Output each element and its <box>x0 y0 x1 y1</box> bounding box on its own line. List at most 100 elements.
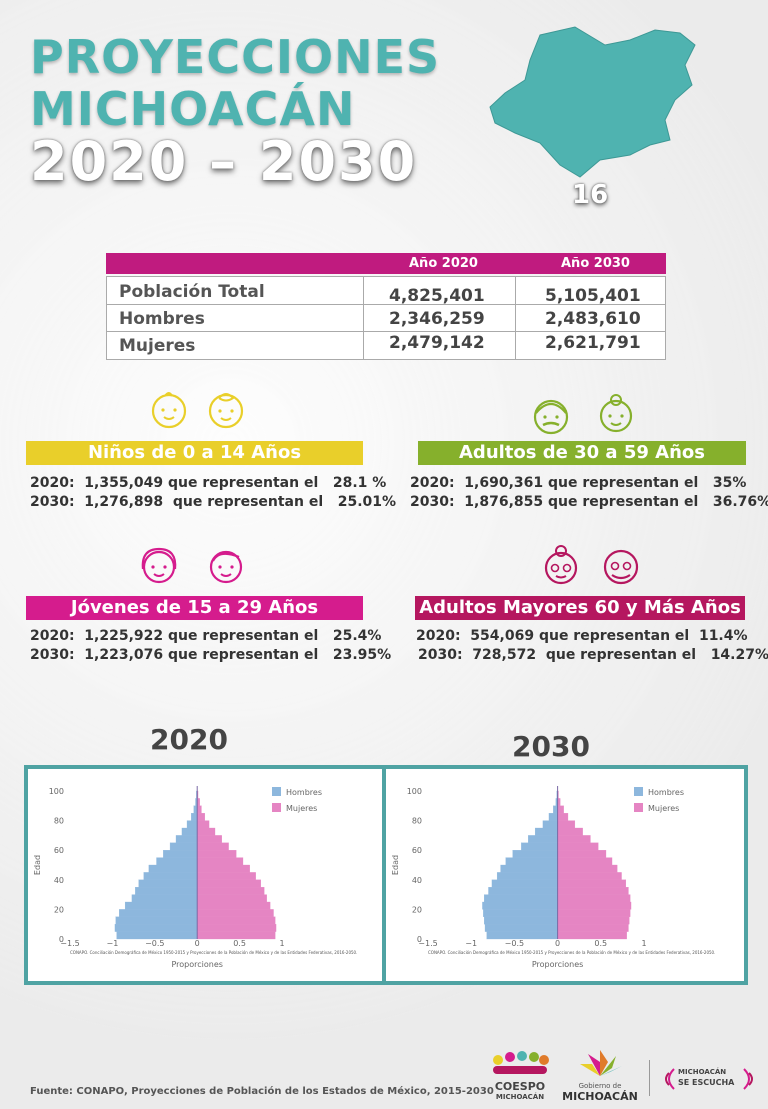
mujeres-bar <box>197 835 222 843</box>
category-children-title: Niños de 0 a 14 Años <box>87 442 302 463</box>
children-2030: 2030: 1,276,898 que representan el 25.01… <box>30 494 397 510</box>
y-tick-label: 0 <box>59 935 64 944</box>
gobierno-flower-icon <box>580 1050 622 1076</box>
x-axis-label: Proporciones <box>532 960 583 969</box>
hombres-bar <box>484 894 558 903</box>
pyramid-title-2020: 2020 <box>150 723 228 756</box>
legend-label: Mujeres <box>286 804 317 813</box>
legend-swatch <box>634 803 643 812</box>
hombres-bar <box>512 850 558 858</box>
source-caption: CONAPO. Conciliación Demográfica de Méxi… <box>70 950 357 955</box>
mujeres-bar <box>197 805 202 814</box>
population-pyramid-2030: 0 20 40 60 80 100 −1.5 −1 −0.5 0 0.5 1 Edad Proporcio… <box>391 786 715 969</box>
logo-divider <box>649 1060 650 1096</box>
mujeres-bar <box>197 879 261 888</box>
mujeres-bar <box>557 813 569 821</box>
legend-label: Hombres <box>648 788 684 797</box>
hombres-bar <box>175 835 198 843</box>
x-tick-label: 1 <box>641 939 646 948</box>
escucha-logo-top: MICHOACÁN <box>678 1068 727 1076</box>
mujeres-bar <box>557 820 576 829</box>
gobierno-logo: Gobierno de MICHOACÁN <box>560 1048 640 1104</box>
mujeres-bar <box>557 931 627 940</box>
mujeres-bar <box>197 924 277 932</box>
mujeres-bar <box>557 924 629 932</box>
hombres-bar <box>542 820 558 829</box>
mujeres-bar <box>557 879 627 888</box>
mujeres-bar <box>557 835 591 843</box>
legend-label: Mujeres <box>648 804 679 813</box>
baby-boy-icon <box>151 392 187 429</box>
mujeres-bar <box>197 827 216 836</box>
mujeres-bar <box>557 887 629 895</box>
x-axis-label: Proporciones <box>171 960 222 969</box>
state-number: 16 <box>572 180 609 210</box>
x-tick-label: 1 <box>279 939 284 948</box>
y-tick-label: 0 <box>417 935 422 944</box>
man-icon <box>533 399 569 435</box>
y-tick-label: 40 <box>54 876 64 885</box>
hombres-bar <box>181 827 198 836</box>
hombres-bar <box>186 820 198 829</box>
hombres-bar <box>482 901 558 910</box>
hombres-bar <box>124 901 198 910</box>
y-tick-label: 40 <box>412 876 422 885</box>
hombres-bar <box>553 805 558 814</box>
hombres-bar <box>548 813 558 821</box>
pyramid-frame-2030: 0 20 40 60 80 100 −1.5 −1 −0.5 0 0.5 1 Edad Proporcio… <box>382 765 748 985</box>
x-tick-label: −1.5 <box>418 939 437 948</box>
sound-wave-left-icon <box>665 1068 675 1090</box>
y-tick-label: 80 <box>412 817 422 826</box>
x-tick-label: −1 <box>107 939 119 948</box>
pyramid-frame-2020: 0 20 40 60 80 100 −1.5 −1 −0.5 0 0.5 1 Edad Proporcio… <box>24 765 386 985</box>
mujeres-bar <box>197 872 256 880</box>
hombres-bar <box>484 924 558 932</box>
mujeres-bar <box>197 820 210 829</box>
michoacan-map <box>489 26 696 178</box>
mujeres-bar <box>197 850 237 858</box>
mujeres-bar <box>197 909 274 917</box>
cell-women-2030: 2,621,791 <box>545 333 641 353</box>
hombres-bar <box>143 872 198 880</box>
y-axis-label: Edad <box>391 855 400 875</box>
category-elderly-title: Adultos Mayores 60 y Más Años <box>419 597 741 618</box>
coespo-logo-bottom: MICHOACÁN <box>495 1093 545 1101</box>
x-tick-label: −0.5 <box>505 939 524 948</box>
legend-swatch <box>272 803 281 812</box>
row-label-total: Población Total <box>119 282 265 302</box>
x-tick-label: 0 <box>195 939 200 948</box>
pyramid-title-2030: 2030 <box>512 730 590 763</box>
title-line-1: PROYECCIONES <box>30 30 441 84</box>
mujeres-bar <box>557 909 631 917</box>
cell-total-2020: 4,825,401 <box>389 286 485 306</box>
y-axis-label: Edad <box>33 855 42 875</box>
category-youth: Jóvenes de 15 a 29 Años <box>26 596 363 620</box>
mujeres-bar <box>557 872 622 880</box>
grandmother-icon <box>544 545 578 585</box>
gobierno-logo-top: Gobierno de <box>578 1082 622 1090</box>
row-label-men: Hombres <box>119 309 205 329</box>
hombres-bar <box>496 872 558 880</box>
x-tick-label: 0 <box>555 939 560 948</box>
mujeres-bar <box>197 901 271 910</box>
coespo-logo: COESPO MICHOACÁN <box>490 1050 550 1102</box>
hombres-bar <box>483 909 558 917</box>
gobierno-logo-bottom: MICHOACÁN <box>562 1090 638 1103</box>
mujeres-bar <box>197 894 267 903</box>
hombres-bar <box>138 879 198 888</box>
hombres-bar <box>193 805 198 814</box>
hombres-bar <box>486 931 558 940</box>
title-line-2: MICHOACÁN <box>30 82 356 136</box>
source-caption: CONAPO. Conciliación Demográfica de Méxi… <box>428 950 715 955</box>
cell-total-2030: 5,105,401 <box>545 286 641 306</box>
y-tick-label: 100 <box>407 787 422 796</box>
y-tick-label: 80 <box>54 817 64 826</box>
source-note: Fuente: CONAPO, Proyecciones de Població… <box>30 1086 494 1097</box>
baby-girl-icon <box>208 393 244 429</box>
girl-icon <box>141 547 177 584</box>
category-youth-title: Jóvenes de 15 a 29 Años <box>70 597 319 618</box>
hombres-bar <box>115 916 198 925</box>
hombres-bar <box>148 864 198 873</box>
hombres-bar <box>488 887 558 895</box>
x-tick-label: −0.5 <box>145 939 164 948</box>
